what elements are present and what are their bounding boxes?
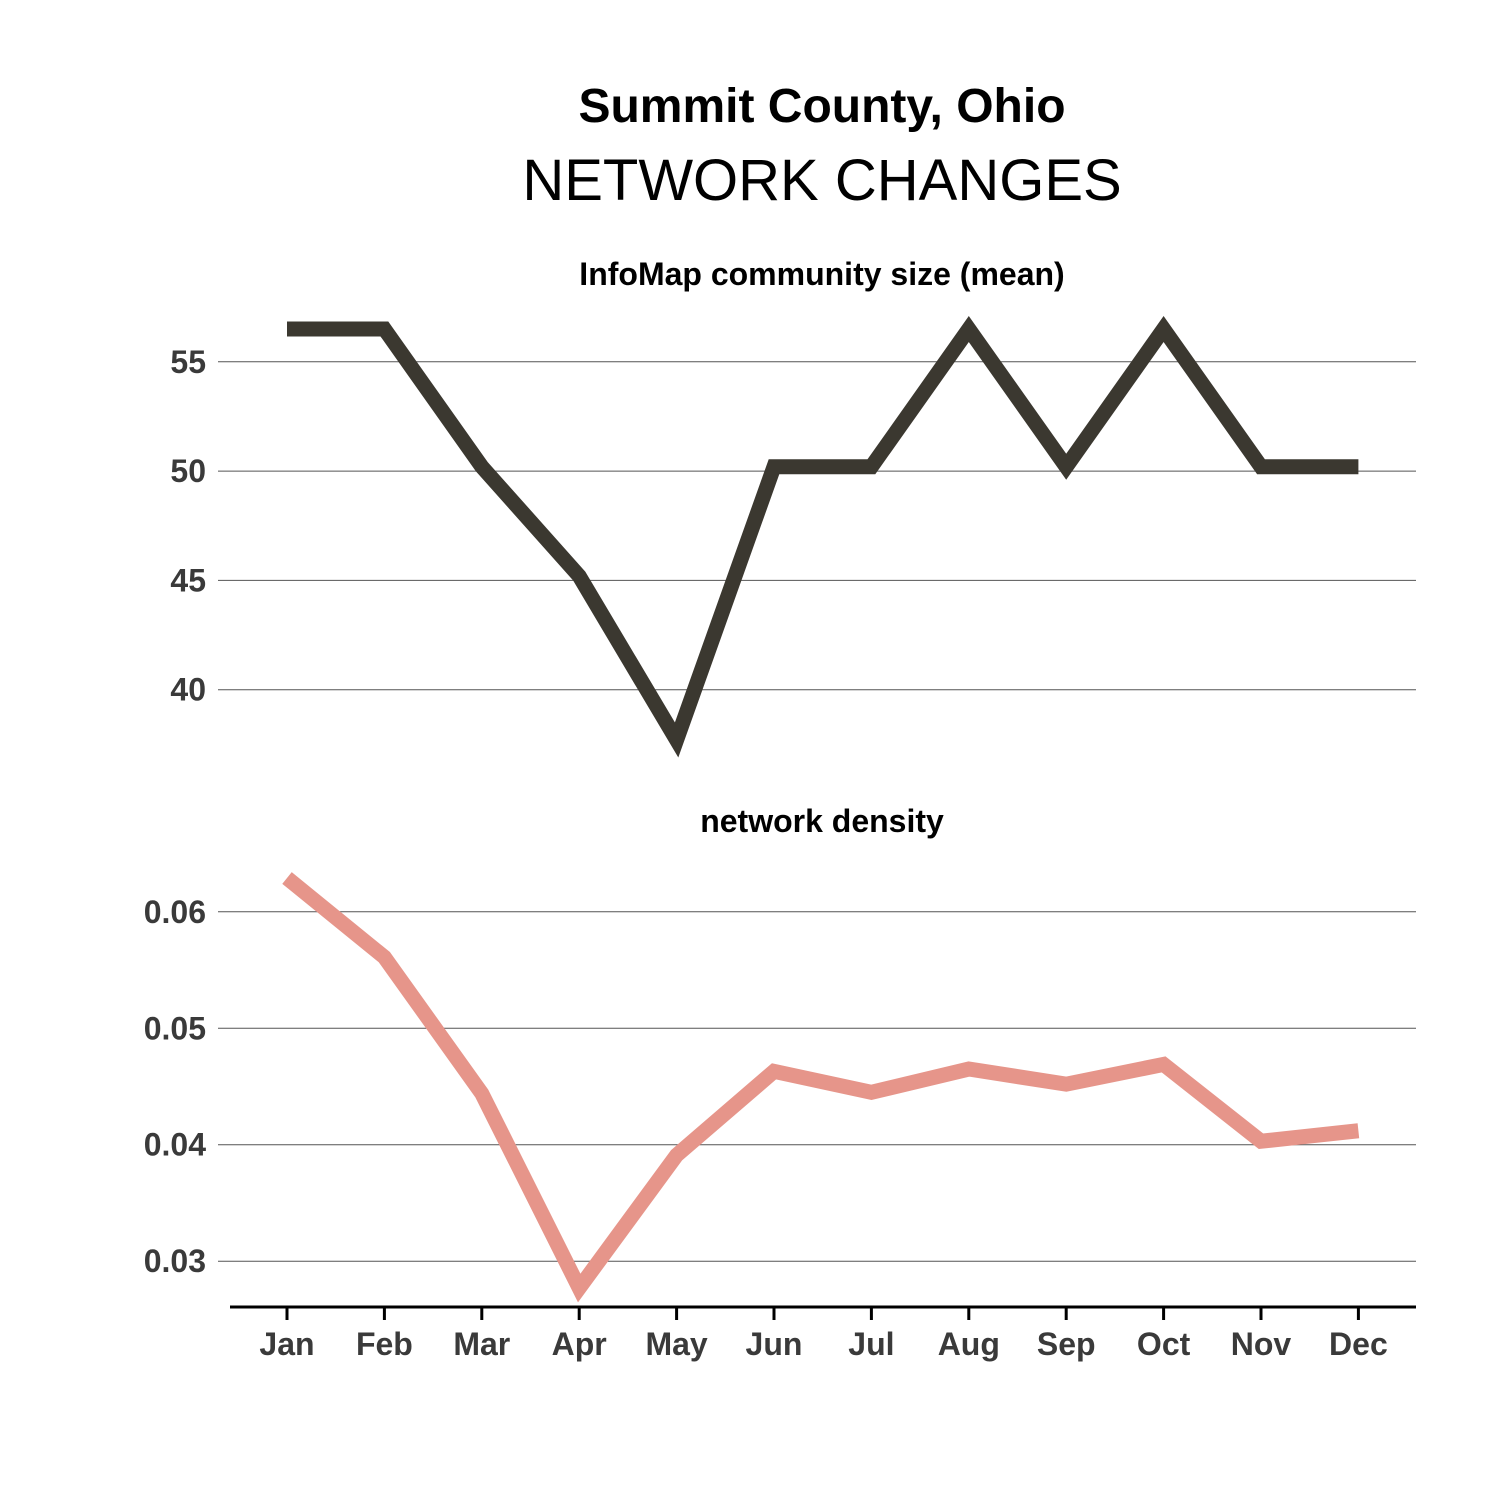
- x-tick-label: May: [645, 1326, 707, 1362]
- series-line-network-density: [282, 872, 1360, 1303]
- y-tick-label-community-size: 45: [170, 562, 206, 598]
- x-tick-label: Nov: [1231, 1326, 1292, 1362]
- x-tick-label: Apr: [552, 1326, 607, 1362]
- y-tick-label-network-density: 0.03: [144, 1243, 206, 1279]
- community-size-panel: 40 45 50 55: [170, 316, 1416, 758]
- x-tick-label: Jun: [746, 1326, 803, 1362]
- network-density-panel: 0.03 0.04 0.05 0.06: [144, 872, 1416, 1303]
- x-tick-label: Mar: [453, 1326, 510, 1362]
- x-tick-label: Oct: [1137, 1326, 1191, 1362]
- y-tick-label-network-density: 0.06: [144, 894, 206, 930]
- x-tick-label: Jan: [259, 1326, 314, 1362]
- y-tick-label-community-size: 55: [170, 344, 206, 380]
- x-tick-label: Sep: [1037, 1326, 1096, 1362]
- y-tick-label-community-size: 40: [170, 672, 206, 708]
- chart-subtitle: NETWORK CHANGES: [522, 148, 1121, 213]
- y-tick-label-network-density: 0.05: [144, 1010, 206, 1046]
- y-tick-label-network-density: 0.04: [144, 1127, 206, 1163]
- panel-title-community-size: InfoMap community size (mean): [579, 256, 1064, 292]
- x-axis: Jan Feb Mar Apr May Jun Jul Aug Sep Oct Nov Dec: [230, 1305, 1416, 1362]
- x-tick-label: Feb: [356, 1326, 413, 1362]
- x-tick-label: Dec: [1329, 1326, 1388, 1362]
- y-tick-label-community-size: 50: [170, 453, 206, 489]
- x-tick-label: Jul: [848, 1326, 894, 1362]
- x-tick-label: Aug: [938, 1326, 1000, 1362]
- chart-title: Summit County, Ohio: [578, 80, 1065, 133]
- series-line-community-size: [287, 316, 1359, 758]
- panel-title-network-density: network density: [700, 803, 944, 839]
